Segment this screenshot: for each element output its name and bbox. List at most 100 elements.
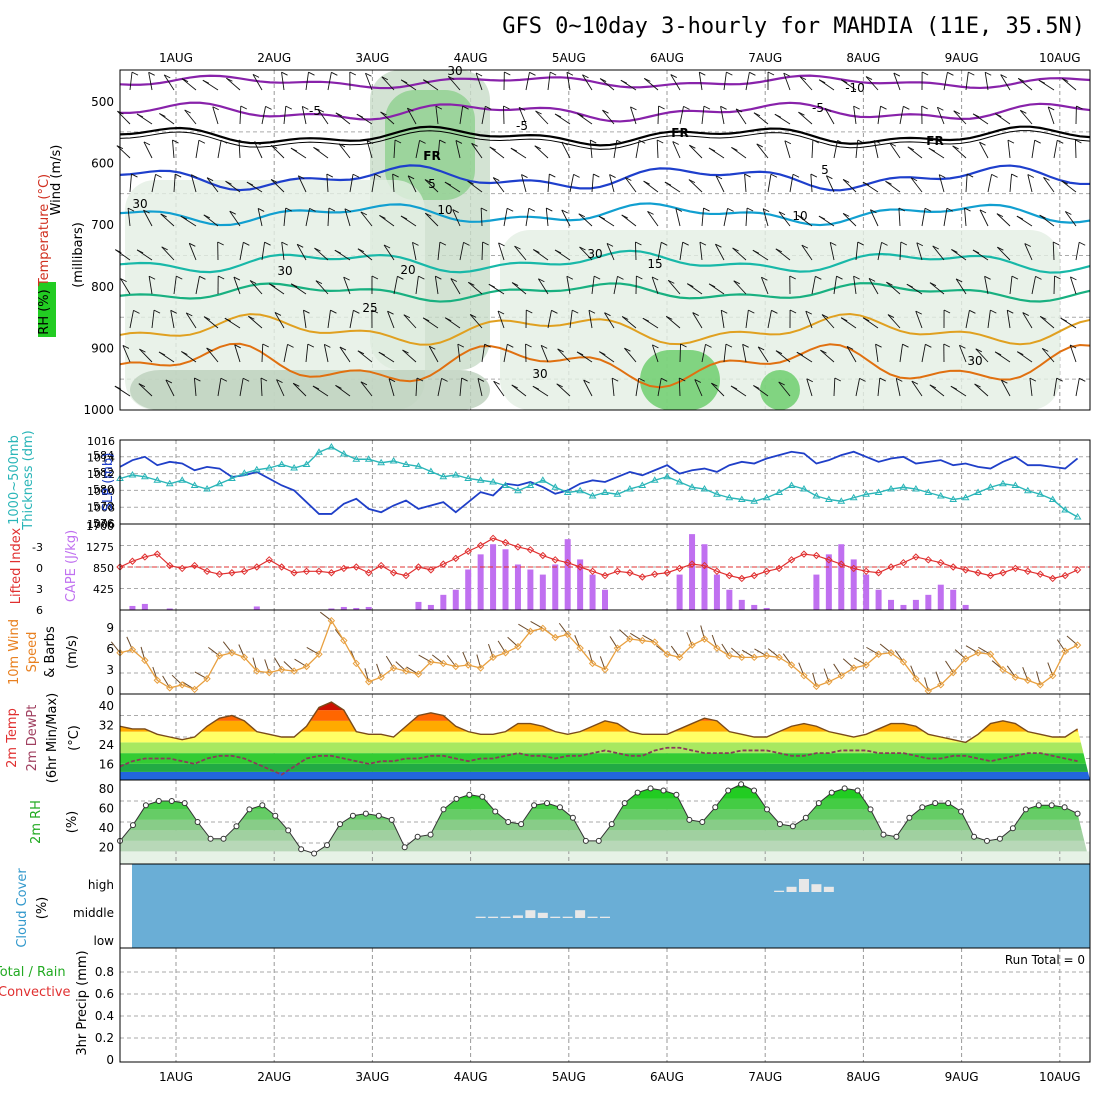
wind-barb (910, 177, 923, 193)
wind-barb-flag (658, 105, 665, 110)
wind-barb-flag (652, 344, 659, 349)
wind-barb-flag (1007, 139, 1015, 144)
wind-barb-flag (307, 343, 315, 348)
wind-barb-flag (357, 350, 365, 355)
date-label-top: 7AUG (748, 51, 782, 65)
wind-barb-flag (164, 74, 171, 79)
wind-barb (1052, 241, 1055, 261)
wind-barb (1064, 211, 1077, 227)
wind-barb (339, 346, 351, 363)
contour-label: 15 (647, 257, 662, 271)
wind-barb-flag (761, 276, 768, 281)
wind-barb-flag (821, 314, 829, 318)
lifted-index-marker (141, 553, 149, 561)
wind-barb (360, 381, 373, 397)
wind-barb-flag (264, 241, 271, 246)
wind-barb (459, 106, 464, 125)
wind-barb (338, 143, 351, 159)
thickness-marker (352, 455, 361, 462)
wind-barb-flag (742, 343, 749, 348)
wind-barb-flag (818, 215, 826, 220)
thickness-label-1: 1000~500mb (7, 435, 22, 525)
lifted-index-marker (588, 567, 597, 576)
wind-barb (1053, 140, 1058, 159)
wind-barb-flag (694, 379, 702, 383)
wind-barb-flag (778, 381, 785, 386)
wind-barb-flag (383, 244, 391, 249)
rh-marker (220, 835, 227, 842)
wind-barb-flag (842, 212, 850, 217)
rh-marker (142, 802, 149, 809)
wind-barb-flag (599, 351, 606, 355)
wind-barb (469, 314, 483, 329)
wind-barb-flag (485, 105, 492, 110)
wind-barb (540, 345, 549, 363)
lifted-index-marker (899, 558, 908, 567)
wind-barb (875, 344, 879, 363)
wind-barb (139, 348, 153, 363)
wind-barb (877, 378, 881, 397)
wind-barb (481, 106, 486, 125)
wind-barb (757, 346, 769, 363)
rh-marker (595, 837, 602, 844)
wind-barb (452, 209, 461, 227)
wind-barb (477, 378, 483, 397)
wind-speed-marker (1036, 681, 1044, 689)
wind-barb-flag (865, 76, 873, 80)
wind-barb (249, 280, 263, 295)
freezing-level-contour-edge (119, 130, 1091, 150)
wind-barb (161, 246, 175, 261)
wind-speed-marker (725, 652, 734, 660)
wind-barb (921, 344, 926, 363)
cape-bar (539, 574, 546, 610)
wind-barb (733, 280, 747, 295)
wind-barb (799, 76, 813, 91)
wind-barb-flag (692, 312, 699, 316)
thickness-marker (737, 495, 746, 502)
wind-barb (424, 212, 439, 227)
wind-barb (613, 140, 618, 159)
wind-barb-flag (344, 208, 352, 213)
cape-bar (465, 569, 472, 610)
thickness-marker (439, 472, 448, 480)
lifted-index-marker (439, 560, 448, 568)
wind-barb (357, 350, 373, 363)
wind-barb-flag (360, 381, 368, 386)
wind-barb-flag (797, 214, 804, 219)
date-label-bottom: 3AUG (355, 1070, 389, 1084)
cloud-bar-high (811, 884, 822, 892)
lifted-index-marker (825, 556, 833, 564)
wind-barb (435, 106, 439, 125)
temp-band (120, 720, 1090, 732)
wind-barb-flag (726, 71, 733, 76)
wind-speed-marker (365, 678, 373, 686)
wind-speed-marker (489, 653, 497, 662)
rh-marker (388, 816, 395, 823)
lifted-index-marker (700, 561, 709, 570)
date-label-bottom: 10AUG (1039, 1070, 1081, 1084)
wind-barb (317, 108, 329, 125)
wind-barb-flag (419, 139, 426, 144)
wind-barb-flag (885, 180, 892, 185)
wind-barb-flag (402, 349, 409, 354)
wind-barb (1061, 78, 1077, 91)
wind-speed-marker (850, 664, 858, 672)
lifted-index-marker (414, 563, 423, 571)
wind-barb-flag (378, 351, 386, 356)
wind-barb-flag (366, 140, 374, 145)
wind-barb-flag (511, 384, 518, 389)
thickness-marker (974, 488, 982, 495)
date-label-bottom: 9AUG (945, 1070, 979, 1084)
date-label-top: 3AUG (355, 51, 389, 65)
wind-barb-flag (1042, 347, 1049, 352)
contour-label: 30 (532, 367, 547, 381)
wind-barb-flag (708, 147, 716, 152)
date-label-top: 8AUG (846, 51, 880, 65)
temp-band (120, 731, 1090, 743)
wind-barb-flag (180, 215, 188, 220)
wind-barb (402, 349, 417, 363)
wind-barb-flag (748, 309, 755, 314)
wind-barb-flag (186, 312, 193, 317)
wind-barb (534, 145, 549, 159)
wind-barb-flag (274, 312, 282, 316)
